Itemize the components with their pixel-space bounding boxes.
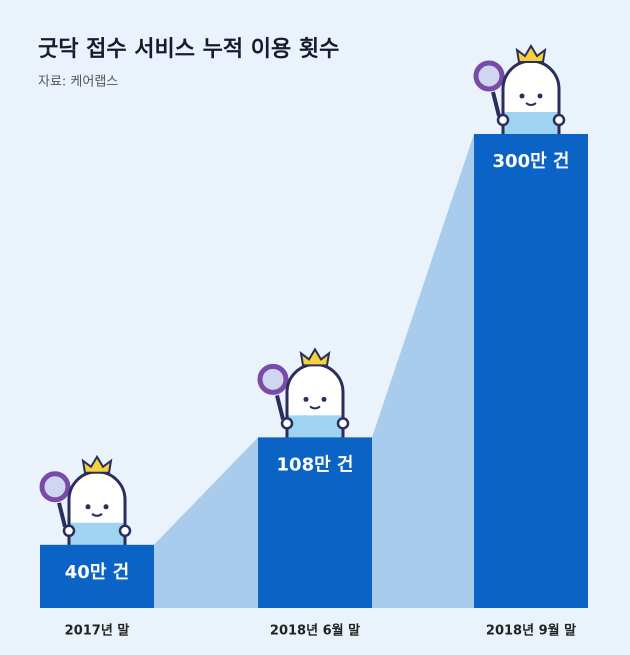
mascot-band: [288, 415, 342, 440]
x-tick-label: 2018년 6월 말: [270, 623, 360, 639]
mascot-hand: [336, 417, 350, 430]
mascot-crown: [81, 454, 113, 474]
mascot-hand: [62, 524, 76, 538]
mascot-lens: [39, 471, 71, 503]
value-label: 300만 건: [493, 151, 570, 172]
mascot-hand: [496, 113, 510, 127]
mascot-band: [504, 112, 558, 136]
connector: [154, 437, 258, 608]
mascot: [257, 347, 350, 444]
mascot-handle: [491, 91, 501, 117]
mascot-crown: [299, 347, 331, 367]
chart-subtitle: 자료: 케어랩스: [38, 75, 118, 90]
mascot-mouth: [525, 102, 537, 106]
mascot-crown: [515, 44, 547, 63]
mascot-eye: [321, 396, 327, 402]
mascot-eye: [537, 93, 543, 99]
mascot: [473, 44, 566, 141]
mascot-eye: [303, 396, 309, 402]
chart-title: 굿닥 접수 서비스 누적 이용 횟수: [38, 37, 339, 62]
x-tick-label: 2017년 말: [65, 624, 130, 639]
mascot-hand: [118, 524, 132, 538]
mascot-hand: [552, 113, 566, 127]
mascot-eye: [519, 93, 525, 99]
connector: [372, 134, 474, 608]
x-tick-label: 2018년 9월 말: [486, 623, 576, 639]
mascot-hand: [280, 417, 294, 430]
mascot-eye: [85, 504, 91, 510]
value-label: 108만 건: [277, 454, 354, 475]
value-label: 40만 건: [65, 562, 129, 583]
bar: [40, 544, 154, 608]
bar: [474, 134, 588, 608]
mascot-mouth: [91, 512, 103, 517]
mascot-handle: [57, 502, 67, 528]
mascot-eye: [103, 504, 109, 510]
bar: [258, 437, 372, 608]
mascot: [39, 454, 132, 552]
mascot-mouth: [309, 405, 321, 410]
mascot-lens: [473, 60, 505, 92]
mascot-band: [70, 522, 124, 547]
mascot-handle: [275, 394, 285, 420]
mascot-lens: [257, 363, 289, 395]
